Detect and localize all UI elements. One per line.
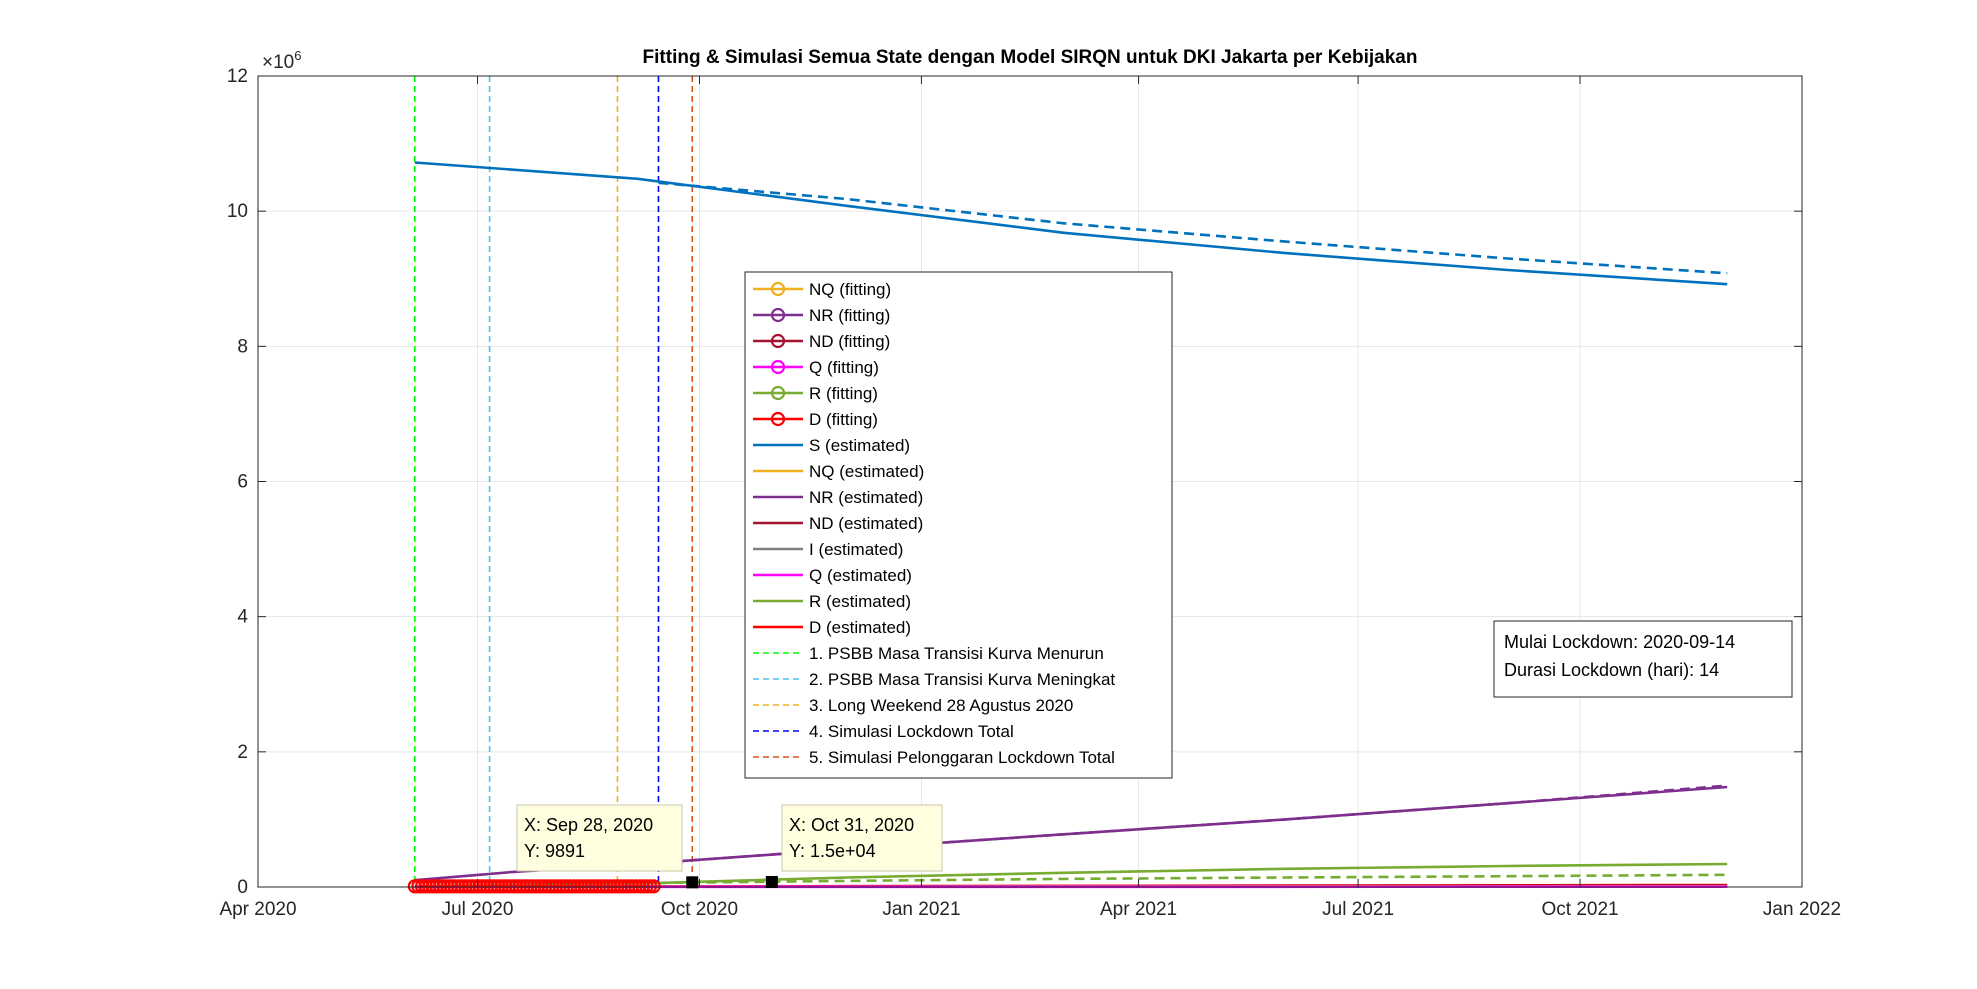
datatip-box [781,804,943,872]
legend-label: NR (estimated) [809,488,923,507]
fitting-marker [646,879,661,894]
annotation-line: Mulai Lockdown: 2020-09-14 [1504,632,1735,652]
legend-label: 3. Long Weekend 28 Agustus 2020 [809,696,1073,715]
legend-label: R (fitting) [809,384,878,403]
y-tick-label: 4 [237,607,248,628]
legend-label: Q (estimated) [809,566,912,585]
series-line-simulated [658,181,1728,275]
legend-label: D (estimated) [809,618,911,637]
lockdown-annotation: Mulai Lockdown: 2020-09-14 Durasi Lockdow… [1493,620,1793,698]
x-tick-label: Jul 2021 [1322,899,1394,920]
legend-label: 1. PSBB Masa Transisi Kurva Menurun [809,644,1104,663]
datatip-marker[interactable] [765,875,778,888]
legend-label: NQ (fitting) [809,280,891,299]
legend-label: 4. Simulasi Lockdown Total [809,722,1014,741]
x-tick-label: Apr 2020 [219,899,296,920]
legend-marker [770,385,786,401]
legend-label: R (estimated) [809,592,911,611]
chart-title: Fitting & Simulasi Semua State dengan Mo… [643,47,1418,68]
y-tick-label: 8 [237,336,248,357]
legend-label: ND (fitting) [809,332,890,351]
y-tick-label: 2 [237,742,248,763]
y-exponent-base: ×10 [262,52,294,73]
y-exponent-power: 6 [294,48,301,63]
legend-box [744,271,1173,779]
y-exponent-label: ×106 [262,48,301,73]
y-tick-label: 0 [237,877,248,898]
x-tick-label: Oct 2020 [661,899,738,920]
legend-marker [770,333,786,349]
series-line-simulated [658,873,1728,885]
event-lines [414,76,694,887]
series-line [414,161,1728,286]
datatip-box [516,804,683,872]
x-tick-label: Apr 2021 [1100,899,1177,920]
legend-label: NR (fitting) [809,306,890,325]
x-tick-label: Jul 2020 [442,899,514,920]
series-line-simulated [658,784,1728,864]
x-tick-label: Jan 2022 [1763,899,1841,920]
legend-marker [770,281,786,297]
legend-label: 2. PSBB Masa Transisi Kurva Meningkat [809,670,1115,689]
x-tick-label: Oct 2021 [1541,899,1618,920]
axis-ticks: Apr 2020 Jul 2020 Oct 2020 Jan 2021 Apr 2021… [219,66,1841,920]
legend-marker [770,359,786,375]
legend-label: 5. Simulasi Pelonggaran Lockdown Total [809,748,1115,767]
legend-marker [770,307,786,323]
y-tick-label: 6 [237,472,248,493]
fitting-markers [407,879,661,894]
legend-label: Q (fitting) [809,358,879,377]
datatip-y-text: Y: 9891 [524,841,585,861]
annotation-box [1493,620,1793,698]
datatip-x-text: X: Oct 31, 2020 [789,815,914,835]
legend-label: NQ (estimated) [809,462,924,481]
legend-label: ND (estimated) [809,514,923,533]
legend-label: I (estimated) [809,540,903,559]
annotation-line: Durasi Lockdown (hari): 14 [1504,660,1719,680]
legend[interactable]: NQ (fitting) NR (fitting) ND (fitting) Q (f… [744,271,1173,779]
legend-label: D (fitting) [809,410,878,429]
y-tick-label: 12 [227,66,248,87]
datatip-y-text: Y: 1.5e+04 [789,841,876,861]
datatips[interactable]: X: Sep 28, 2020 Y: 9891 X: Oct 31, 2020 Y: … [516,804,943,889]
x-tick-label: Jan 2021 [882,899,960,920]
y-tick-label: 10 [227,201,248,222]
legend-marker [770,411,786,427]
legend-label: S (estimated) [809,436,910,455]
datatip-marker[interactable] [686,876,699,889]
datatip-x-text: X: Sep 28, 2020 [524,815,653,835]
